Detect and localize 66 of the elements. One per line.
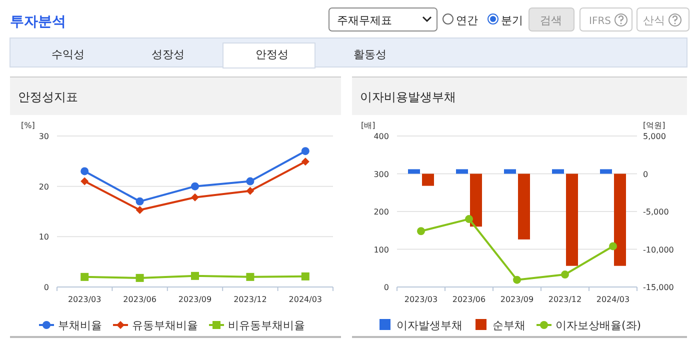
y2-tick-label: -5,000: [643, 208, 669, 216]
text: 성장성: [152, 48, 184, 61]
y2-tick-label: -15,000: [643, 283, 674, 292]
point: [191, 193, 199, 202]
legend-label: 비유동부채비율: [228, 319, 305, 332]
point: [301, 272, 310, 280]
legend-label: 이자발생부채: [396, 319, 462, 332]
point: [417, 227, 425, 236]
legend-label: 유동부채비율: [132, 319, 198, 332]
point: [136, 197, 144, 206]
point: [301, 147, 310, 156]
point: [136, 274, 144, 282]
point: [513, 276, 521, 284]
y2-tick-label: 5,000: [643, 132, 666, 141]
legend-label: 순부채: [492, 319, 526, 332]
legend-label: 이자보상배율(좌): [556, 319, 642, 332]
x-tick-label: 2023/03: [68, 295, 102, 304]
point: [246, 177, 254, 186]
point: [80, 177, 89, 186]
legend-label: 부채비율: [58, 319, 102, 332]
text: 안정성: [256, 48, 288, 61]
point: [609, 242, 617, 250]
y-tick-label: 0: [44, 283, 49, 292]
point: [80, 272, 89, 281]
point: [246, 186, 254, 195]
text: 연간: [456, 14, 478, 27]
point: [465, 215, 473, 224]
point: [191, 182, 199, 190]
x-tick-label: 2024/03: [288, 295, 322, 304]
x-tick-label: 2023/12: [234, 295, 267, 304]
y-tick-label: 400: [374, 132, 389, 141]
point: [301, 158, 310, 166]
point: [136, 206, 144, 214]
y-tick-label: 20: [38, 182, 49, 192]
x-tick-label: 2023/06: [452, 295, 486, 304]
y-axis-title: [배]: [361, 121, 376, 130]
text: 수익성: [52, 48, 84, 61]
y2-tick-label: 0: [643, 170, 648, 179]
y-tick-label: 0: [384, 283, 389, 292]
x-tick-label: 2023/06: [123, 295, 156, 304]
chart-title: 이자비용발생부채: [360, 90, 456, 104]
chart-title: 안정성지표: [18, 90, 78, 104]
x-tick-label: 2024/03: [596, 295, 630, 304]
text: 산식: [643, 14, 665, 27]
y-axis-title: [%]: [21, 121, 35, 130]
text: 활동성: [354, 48, 386, 61]
x-tick-label: 2023/09: [500, 295, 534, 304]
y-tick-label: 200: [374, 208, 389, 216]
point: [80, 167, 89, 176]
text: 투자분석: [10, 14, 66, 30]
text: 검색: [540, 14, 562, 27]
y-tick-label: 10: [38, 232, 49, 242]
text: 주재무제표: [337, 14, 392, 27]
point: [191, 272, 199, 280]
y-tick-label: 300: [374, 170, 389, 179]
y2-tick-label: -10,000: [643, 245, 674, 254]
text: 분기: [501, 14, 523, 27]
y-tick-label: 30: [38, 132, 49, 141]
y2-axis-title: [억원]: [643, 121, 666, 130]
point: [246, 272, 254, 281]
point: [561, 270, 569, 279]
x-tick-label: 2023/03: [404, 295, 438, 304]
text: IFRS: [589, 16, 611, 27]
y-tick-label: 100: [374, 245, 389, 254]
x-tick-label: 2023/09: [178, 295, 212, 304]
x-tick-label: 2023/12: [548, 295, 582, 304]
